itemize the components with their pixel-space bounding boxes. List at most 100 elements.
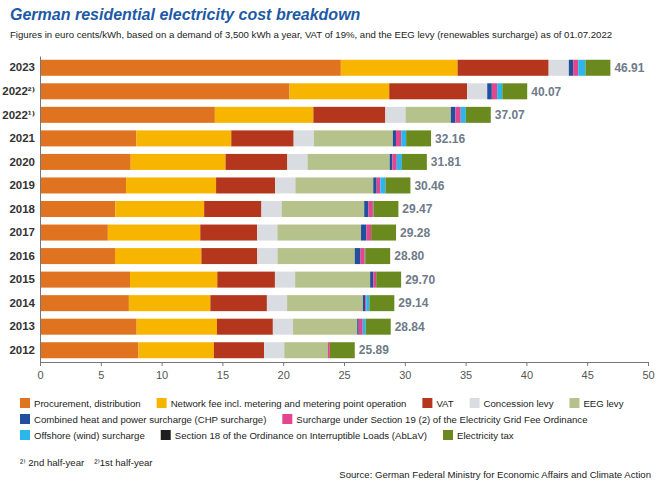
y-tick: 2014 [9, 297, 40, 309]
legend-swatch [282, 414, 292, 424]
series-group [330, 60, 611, 358]
legend-item: Electricity tax [443, 430, 514, 441]
y-tick-label: 2018 [9, 203, 35, 215]
bar-segment [373, 177, 376, 193]
bar-segment [277, 248, 354, 264]
x-tick-label: 15 [217, 369, 229, 381]
x-tick: 5 [98, 362, 104, 381]
bar-segment [549, 60, 569, 76]
legend-item: Procurement, distribution [20, 398, 141, 409]
legend-item: Surcharge under Section 19 (2) of the El… [282, 414, 587, 425]
bar-segment [264, 342, 284, 358]
total-label: 30.46 [414, 179, 444, 193]
bar-segment [115, 201, 204, 217]
y-tick: 2015 [9, 273, 40, 285]
bar-segment [389, 83, 467, 99]
y-tick-label: 2019 [9, 179, 35, 191]
bar-segment [287, 154, 307, 170]
bar-segment [360, 248, 365, 264]
bar-segment [201, 248, 257, 264]
bar-segment [275, 177, 295, 193]
y-tick-label: 2014 [9, 297, 35, 309]
legend-swatch [20, 414, 30, 424]
legend-label: Electricity tax [457, 430, 514, 441]
bar-segment [210, 295, 267, 311]
total-label: 28.80 [394, 249, 424, 263]
bar-segment [467, 83, 487, 99]
x-tick-mark [587, 362, 588, 366]
bar-segment [466, 107, 491, 123]
bar-segment [40, 272, 130, 288]
x-tick: 30 [399, 362, 411, 381]
bar-segment [40, 248, 115, 264]
total-label: 29.47 [402, 202, 432, 216]
y-tick-label: 2017 [9, 226, 35, 238]
x-tick: 25 [338, 362, 350, 381]
footnote: ²⁾1st half-year [94, 457, 153, 468]
bar-segment [40, 154, 131, 170]
bar-segment [314, 130, 393, 146]
chart-title: German residential electricity cost brea… [10, 6, 361, 23]
legend-label: EEG levy [583, 398, 623, 409]
x-tick-mark [466, 362, 467, 366]
bar-segment [137, 319, 217, 335]
bar-segment [371, 225, 396, 241]
total-label: 29.70 [405, 273, 435, 287]
series-group [363, 60, 586, 335]
x-tick-mark [101, 362, 102, 366]
y-tick-label: 2021 [9, 132, 35, 144]
bar-segment [585, 60, 610, 76]
bar-segment [126, 177, 216, 193]
x-axis: 05101520253035404550 [37, 362, 654, 381]
bar-segment [267, 295, 287, 311]
bar-segment [131, 154, 226, 170]
bar-segment [361, 225, 366, 241]
bar-segment [390, 154, 393, 170]
bar-segment [216, 177, 275, 193]
y-tick: 2013 [9, 320, 40, 332]
bar-segment [115, 248, 201, 264]
legend-swatch [20, 398, 30, 408]
bar-segment [392, 154, 396, 170]
x-tick-mark [526, 362, 527, 366]
bar-segment [569, 60, 573, 76]
legend-item: VAT [422, 398, 453, 409]
bar-segment [40, 225, 108, 241]
bar-segment [365, 248, 390, 264]
bar-segment [40, 319, 137, 335]
bar-segment [136, 130, 231, 146]
total-labels: 46.9140.0737.0732.1631.8130.4629.4729.28… [359, 61, 645, 357]
bar-segment [385, 177, 410, 193]
series-group [200, 60, 548, 358]
y-tick: 2016 [9, 250, 40, 262]
total-label: 25.89 [359, 343, 389, 357]
total-label: 40.07 [531, 85, 561, 99]
legend-swatch [422, 398, 432, 408]
x-tick-label: 20 [278, 369, 290, 381]
legend-item: Section 18 of the Ordinance on Interrupt… [161, 430, 427, 441]
legend-item: Network fee incl. metering and metering … [157, 398, 407, 409]
y-tick-label: 2023 [9, 61, 35, 73]
bar-segment [295, 272, 370, 288]
chart-subtitle: Figures in euro cents/kWh, based on a de… [10, 29, 612, 40]
y-axis-line [40, 57, 41, 363]
x-tick-mark [405, 362, 406, 366]
bar-segment [461, 107, 466, 123]
bar-segment [458, 60, 549, 76]
bar-segment [355, 248, 360, 264]
legend-swatch [157, 398, 167, 408]
legend: Procurement, distribution Network fee inc… [20, 398, 624, 441]
x-tick-label: 25 [338, 369, 350, 381]
x-tick-mark [283, 362, 284, 366]
bar-segment [380, 177, 385, 193]
bar-segment [357, 319, 359, 335]
series-group [108, 60, 458, 358]
bar-segment [282, 201, 365, 217]
footnote: ²⁾ 2nd half-year [20, 457, 85, 468]
bar-segment [385, 107, 405, 123]
legend-label: Offshore (wind) surcharge [34, 430, 145, 441]
bar-segment [341, 60, 458, 76]
legend-swatch [470, 398, 480, 408]
bar-segment [214, 342, 264, 358]
legend-label: VAT [436, 398, 453, 409]
